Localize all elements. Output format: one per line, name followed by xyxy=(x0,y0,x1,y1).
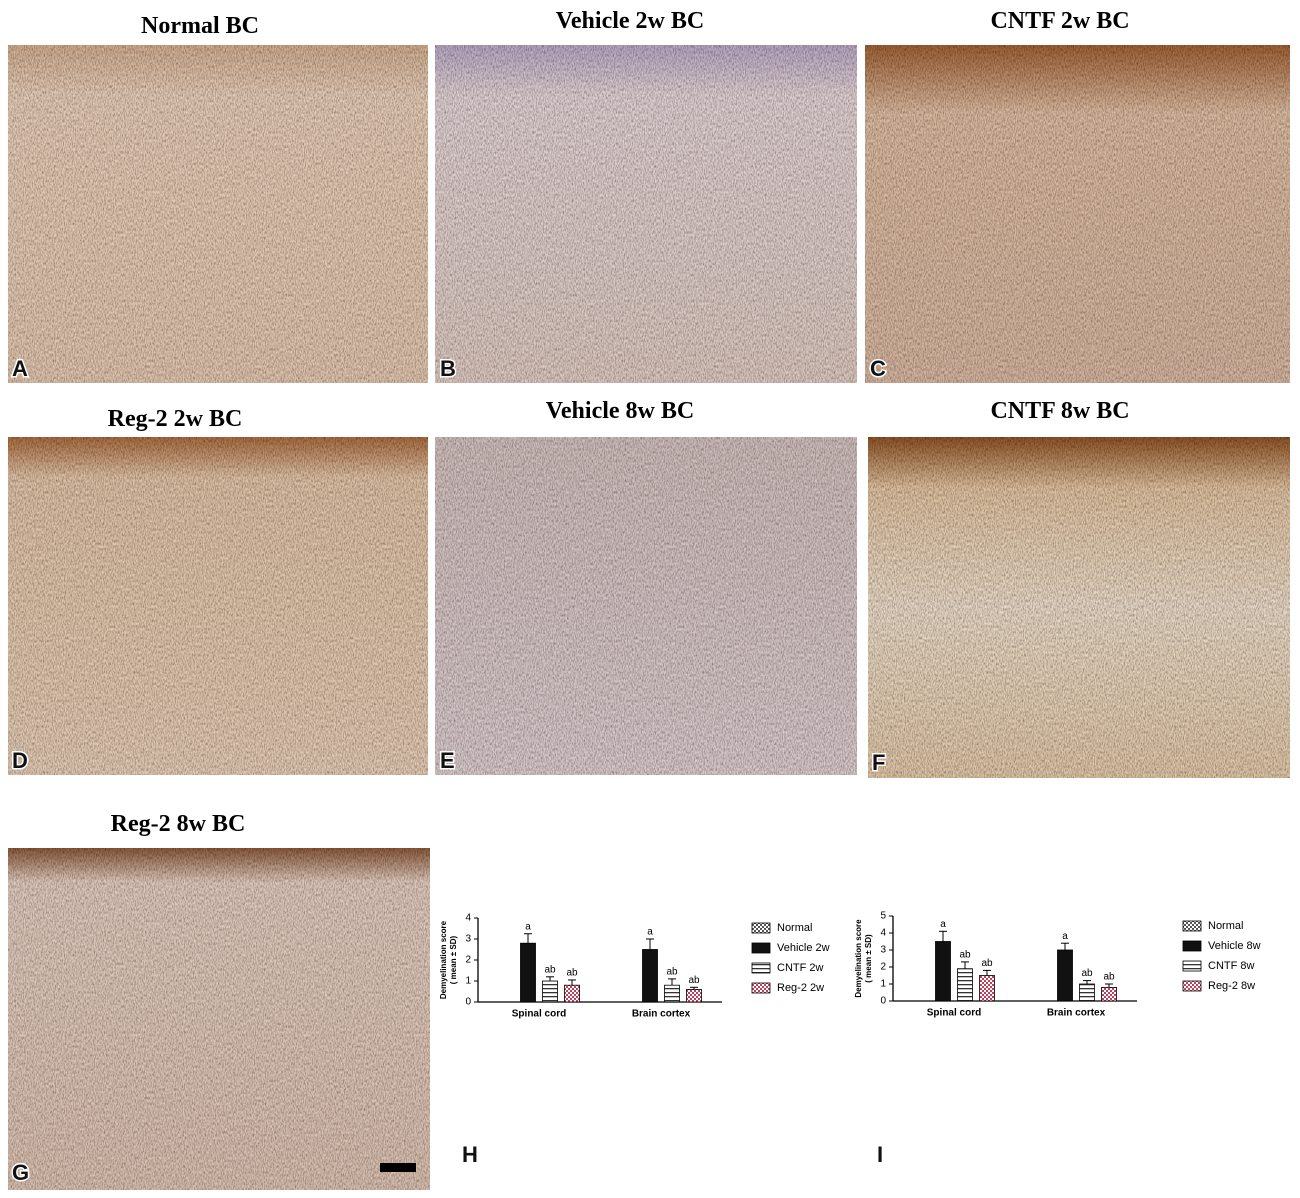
micrographs xyxy=(8,45,1290,1190)
scale-bar xyxy=(380,1163,416,1172)
panel-title: Reg-2 8w BC xyxy=(111,811,246,837)
significance-label: ab xyxy=(666,967,678,978)
y-tick-label: 4 xyxy=(880,928,886,939)
micrograph xyxy=(8,848,430,1190)
y-axis-label: ( mean ± SD) xyxy=(449,935,458,984)
y-tick-label: 5 xyxy=(880,911,886,922)
legend-label: Vehicle 8w xyxy=(1208,940,1261,952)
y-tick-label: 0 xyxy=(880,996,886,1007)
significance-label: ab xyxy=(1103,972,1115,983)
panel-letter: D xyxy=(12,748,28,773)
bar xyxy=(1101,987,1117,1002)
bar xyxy=(642,949,658,1003)
significance-label: ab xyxy=(544,964,556,975)
y-tick-label: 3 xyxy=(465,934,471,945)
legend-swatch xyxy=(751,962,771,974)
y-axis-label: Demyelination score xyxy=(854,919,863,998)
y-tick-label: 2 xyxy=(880,962,886,973)
panel-title: CNTF 2w BC xyxy=(990,8,1129,34)
x-tick-label: Brain cortex xyxy=(632,1009,691,1020)
bar xyxy=(520,942,536,1003)
legend-swatch xyxy=(1182,980,1202,992)
legend-label: Reg-2 8w xyxy=(1208,980,1255,992)
legend-label: CNTF 8w xyxy=(1208,960,1255,972)
micrograph xyxy=(8,437,428,775)
legend-swatch xyxy=(751,982,771,994)
y-tick-label: 0 xyxy=(465,997,471,1008)
panel-letter: I xyxy=(877,1142,883,1167)
panel-title: CNTF 8w BC xyxy=(990,398,1129,424)
micrograph xyxy=(435,45,857,383)
x-tick-label: Brain cortex xyxy=(1047,1008,1106,1019)
significance-label: ab xyxy=(566,968,578,979)
legend-swatch xyxy=(1182,940,1202,952)
legend-label: CNTF 2w xyxy=(777,962,824,974)
panel-title: Reg-2 2w BC xyxy=(108,406,243,432)
panel-letter: C xyxy=(870,356,886,381)
legend-label: Reg-2 2w xyxy=(777,982,824,994)
bar xyxy=(564,984,580,1003)
significance-label: ab xyxy=(959,950,971,961)
panel-letter: B xyxy=(440,356,456,381)
panel-title: Vehicle 8w BC xyxy=(546,398,694,424)
significance-label: ab xyxy=(981,958,993,969)
legend-swatch xyxy=(1182,960,1202,972)
significance-label: a xyxy=(525,921,531,932)
bar xyxy=(542,980,558,1003)
micrograph xyxy=(868,437,1290,778)
bar xyxy=(935,941,951,1002)
y-axis-label: ( mean ± SD) xyxy=(864,934,873,983)
micrograph xyxy=(8,45,428,383)
x-tick-label: Spinal cord xyxy=(512,1009,566,1020)
significance-label: ab xyxy=(688,975,700,986)
bar xyxy=(1057,949,1073,1002)
panel-letter: E xyxy=(440,748,455,773)
legend-label: Normal xyxy=(777,922,812,934)
panel-letter: A xyxy=(12,356,28,381)
significance-label: a xyxy=(1062,931,1068,942)
legend-swatch xyxy=(751,942,771,954)
legend-swatch xyxy=(1182,920,1202,932)
legend-label: Vehicle 2w xyxy=(777,942,830,954)
significance-label: ab xyxy=(1081,968,1093,979)
legend-swatch xyxy=(751,922,771,934)
y-tick-label: 4 xyxy=(465,913,471,924)
y-tick-label: 1 xyxy=(465,976,471,987)
panel-title: Vehicle 2w BC xyxy=(556,8,704,34)
bar xyxy=(686,989,702,1003)
micrograph xyxy=(865,45,1290,383)
significance-label: a xyxy=(647,927,653,938)
y-axis-label: Demyelination score xyxy=(439,920,448,999)
bar xyxy=(979,975,995,1002)
y-tick-label: 1 xyxy=(880,979,886,990)
bar xyxy=(664,984,680,1003)
legend-label: Normal xyxy=(1208,920,1243,932)
panel-letter: G xyxy=(12,1160,29,1185)
panel-letter: H xyxy=(462,1142,478,1167)
bar xyxy=(957,968,973,1002)
significance-label: a xyxy=(940,919,946,930)
panel-title: Normal BC xyxy=(141,13,259,39)
panel-letter: F xyxy=(872,750,885,775)
micrograph xyxy=(435,437,857,775)
y-tick-label: 2 xyxy=(465,955,471,966)
bar xyxy=(1079,983,1095,1002)
y-tick-label: 3 xyxy=(880,945,886,956)
x-tick-label: Spinal cord xyxy=(927,1008,981,1019)
